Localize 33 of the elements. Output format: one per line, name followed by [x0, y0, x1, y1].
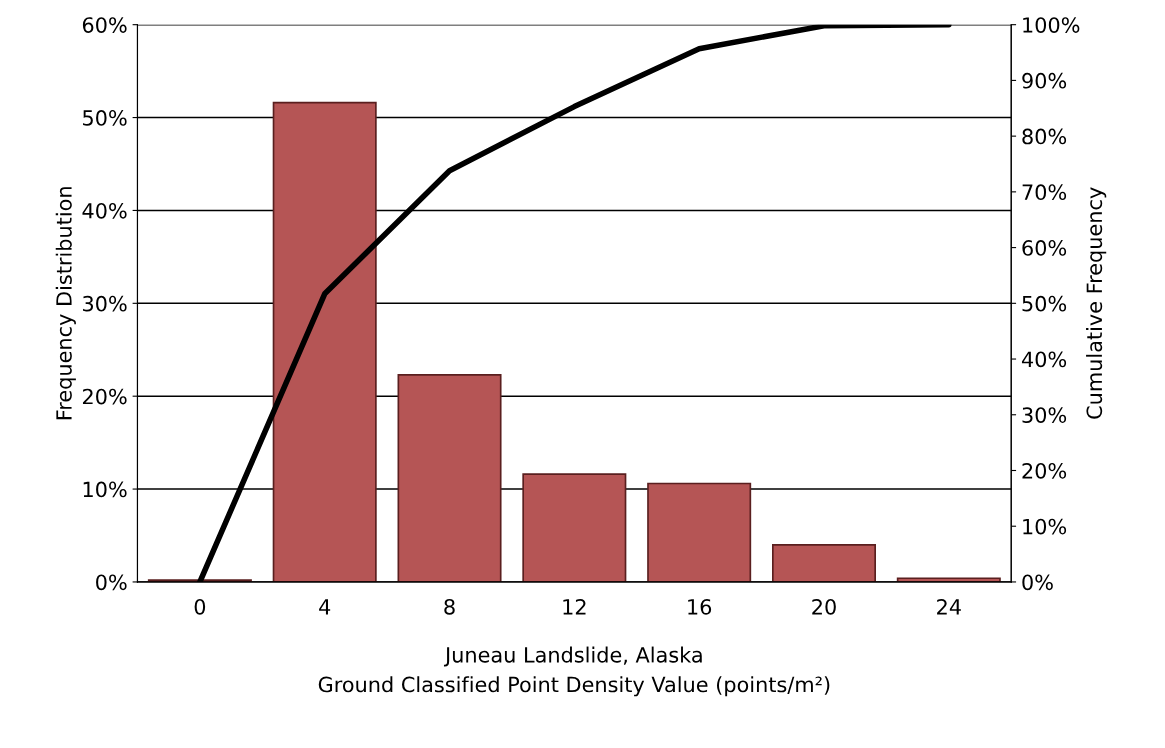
y2-tick-label: 50%	[1022, 295, 1067, 312]
y-axis-title: Frequency Distribution	[55, 187, 76, 420]
y2-tick-label: 40%	[1021, 351, 1067, 368]
y2-tick-label: 60%	[1022, 240, 1067, 256]
y-tick-label: 20%	[82, 388, 127, 405]
bar	[647, 482, 752, 582]
bar	[397, 373, 502, 582]
y2-axis-title: Cumulative Frequency	[1086, 187, 1107, 419]
x-tick-label: 24	[937, 598, 961, 615]
y2-tick-label: 100%	[1023, 17, 1080, 33]
bar	[272, 101, 377, 582]
y-tick-label: 0%	[96, 574, 127, 591]
y2-tick-label: 30%	[1022, 407, 1067, 423]
y2-tick-label: 20%	[1022, 462, 1067, 479]
bar	[522, 473, 627, 582]
y-tick-label: 10%	[83, 481, 127, 498]
bar	[771, 543, 876, 582]
y2-tick-label: 0%	[1022, 574, 1053, 591]
x-tick-label: 16	[688, 598, 712, 615]
y2-tick-label: 90%	[1022, 72, 1067, 89]
y2-tick-label: 80%	[1022, 128, 1067, 145]
y-tick-label: 50%	[83, 110, 127, 126]
y-tick-label: 30%	[83, 295, 127, 312]
y2-tick-label: 10%	[1023, 518, 1067, 535]
x-tick-label: 8	[444, 598, 455, 615]
x-axis-title: Juneau Landslide, Alaska Ground Classified Point Density Value (points/m²)	[318, 646, 830, 697]
y-tick-label: 40%	[82, 202, 127, 219]
x-tick-label: 20	[812, 598, 836, 615]
y-tick-label: 60%	[82, 17, 127, 33]
y2-tick-label: 70%	[1022, 184, 1067, 201]
x-tick-label: 0	[194, 598, 206, 615]
x-tick-label: 4	[319, 599, 331, 615]
x-tick-label: 12	[563, 598, 586, 615]
